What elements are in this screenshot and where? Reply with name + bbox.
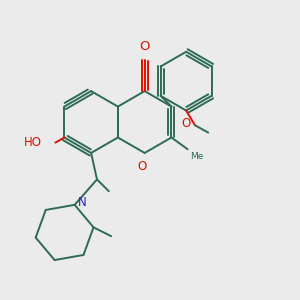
- Text: HO: HO: [24, 136, 42, 149]
- Text: O: O: [140, 40, 150, 53]
- Text: O: O: [137, 160, 146, 173]
- Text: Me: Me: [190, 152, 204, 161]
- Text: N: N: [78, 196, 87, 209]
- Text: O: O: [181, 117, 190, 130]
